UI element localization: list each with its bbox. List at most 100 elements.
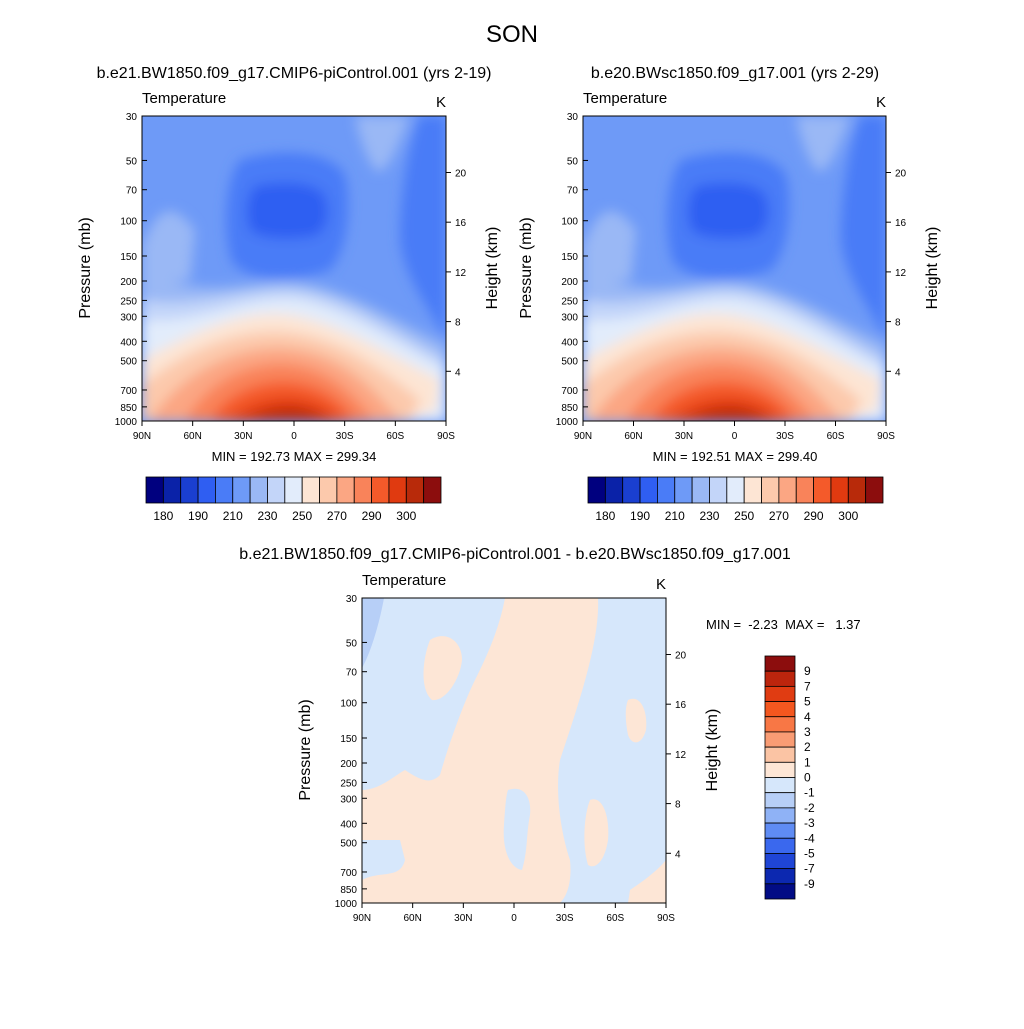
colorbar-swatch (423, 476, 442, 504)
pressure-tick-label: 100 (561, 217, 578, 228)
colorbar-swatch (778, 476, 797, 504)
lat-tick-label: 30N (675, 431, 693, 442)
colorbar-swatch (764, 777, 796, 794)
colorbar-swatch (353, 476, 372, 504)
pressure-tick-label: 500 (120, 357, 137, 368)
colorbar-swatch (830, 476, 849, 504)
colorbar-swatch (764, 716, 796, 733)
colorbar-tick-label: 0 (804, 771, 811, 785)
colorbar-swatch (215, 476, 234, 504)
pressure-tick-label: 200 (120, 277, 137, 288)
panel-b-ylabel-left: Pressure (mb) (518, 217, 535, 318)
colorbar-tick-label: 2 (804, 740, 811, 754)
lat-tick-label: 60S (827, 431, 845, 442)
pressure-tick-label: 850 (561, 403, 578, 414)
colorbar-tick-label: -4 (804, 831, 815, 845)
lat-tick-label: 30S (336, 431, 354, 442)
height-tick-label: 20 (675, 650, 687, 661)
lat-tick-label: 90N (353, 913, 371, 924)
colorbar-tick-label: 300 (838, 509, 858, 523)
panel-a-stats: MIN = 192.73 MAX = 299.34 (212, 449, 377, 464)
panel-c-ylabel-left: Pressure (mb) (297, 699, 314, 800)
colorbar-tick-label: 270 (327, 509, 347, 523)
pressure-tick-label: 30 (346, 594, 358, 605)
pressure-tick-label: 300 (340, 794, 357, 805)
pressure-tick-label: 150 (340, 734, 357, 745)
panel-b-contours (583, 116, 886, 421)
height-tick-label: 4 (455, 367, 461, 378)
height-tick-label: 16 (675, 700, 687, 711)
colorbar-tick-label: -5 (804, 846, 815, 860)
colorbar-tick-label: 210 (223, 509, 243, 523)
colorbar-swatch (865, 476, 884, 504)
colorbar-swatch (249, 476, 268, 504)
pressure-tick-label: 400 (120, 337, 137, 348)
pressure-tick-label: 300 (561, 312, 578, 323)
panel-b-ylabel-right: Height (km) (924, 227, 941, 310)
colorbar-swatch (764, 853, 796, 870)
colorbar-tick-label: -9 (804, 877, 815, 891)
colorbar-swatch (232, 476, 251, 504)
lat-tick-label: 60S (386, 431, 404, 442)
lat-tick-label: 30N (234, 431, 252, 442)
colorbar-swatch (267, 476, 286, 504)
colorbar-swatch (197, 476, 216, 504)
pressure-tick-label: 1000 (335, 899, 358, 910)
lat-tick-label: 0 (291, 431, 297, 442)
height-tick-label: 8 (675, 800, 681, 811)
colorbar-tick-label: 1 (804, 755, 811, 769)
colorbar-swatch (639, 476, 658, 504)
panel-b-units: K (876, 94, 886, 111)
colorbar-tick-label: 290 (804, 509, 824, 523)
panel-b-stats: MIN = 192.51 MAX = 299.40 (653, 449, 818, 464)
pressure-tick-label: 100 (340, 699, 357, 710)
height-tick-label: 16 (455, 218, 467, 229)
pressure-tick-label: 150 (120, 252, 137, 263)
pressure-tick-label: 700 (120, 386, 137, 397)
pressure-tick-label: 70 (126, 186, 138, 197)
panel-c-stats: MIN = -2.23 MAX = 1.37 (706, 617, 861, 632)
colorbar-tick-label: 300 (396, 509, 416, 523)
colorbar-tick-label: 7 (804, 679, 811, 693)
height-tick-label: 20 (895, 168, 907, 179)
colorbar-tick-label: -1 (804, 786, 815, 800)
colorbar-swatch (764, 731, 796, 748)
height-tick-label: 12 (675, 750, 687, 761)
colorbar-tick-label: 190 (188, 509, 208, 523)
colorbar-swatch (674, 476, 693, 504)
lat-tick-label: 60N (624, 431, 642, 442)
panel-a: b.e21.BW1850.f09_g17.CMIP6-piControl.001… (77, 65, 501, 523)
pressure-tick-label: 200 (561, 277, 578, 288)
colorbar-tick-label: -7 (804, 862, 815, 876)
lat-tick-label: 60S (606, 913, 624, 924)
panel-c: b.e21.BW1850.f09_g17.CMIP6-piControl.001… (239, 546, 860, 924)
pressure-tick-label: 250 (340, 778, 357, 789)
panel-a-axes: 3050701001502002503004005007008501000481… (115, 112, 467, 442)
colorbar-swatch (795, 476, 814, 504)
panel-c-units: K (656, 576, 666, 593)
pressure-tick-label: 700 (561, 386, 578, 397)
colorbar-swatch (764, 837, 796, 854)
pressure-tick-label: 850 (340, 885, 357, 896)
lat-tick-label: 90N (133, 431, 151, 442)
lat-tick-label: 30S (776, 431, 794, 442)
colorbar-tick-label: 210 (665, 509, 685, 523)
colorbar-swatch (604, 476, 624, 504)
colorbar-tick-label: 5 (804, 695, 811, 709)
colorbar-swatch (162, 476, 182, 504)
colorbar-tick-label: 250 (734, 509, 754, 523)
panel-c-title: b.e21.BW1850.f09_g17.CMIP6-piControl.001… (239, 546, 791, 563)
panel-b-variable: Temperature (583, 90, 667, 107)
panel-c-variable: Temperature (362, 572, 446, 589)
colorbar-swatch (405, 476, 425, 504)
colorbar-swatch (180, 476, 199, 504)
panel-a-variable: Temperature (142, 90, 226, 107)
colorbar-swatch (764, 655, 796, 672)
main-title: SON (486, 21, 538, 48)
pressure-tick-label: 250 (561, 296, 578, 307)
colorbar-tick-label: 230 (257, 509, 277, 523)
colorbar-swatch (657, 476, 676, 504)
panel-a-units: K (436, 94, 446, 111)
colorbar-tick-label: -2 (804, 801, 815, 815)
